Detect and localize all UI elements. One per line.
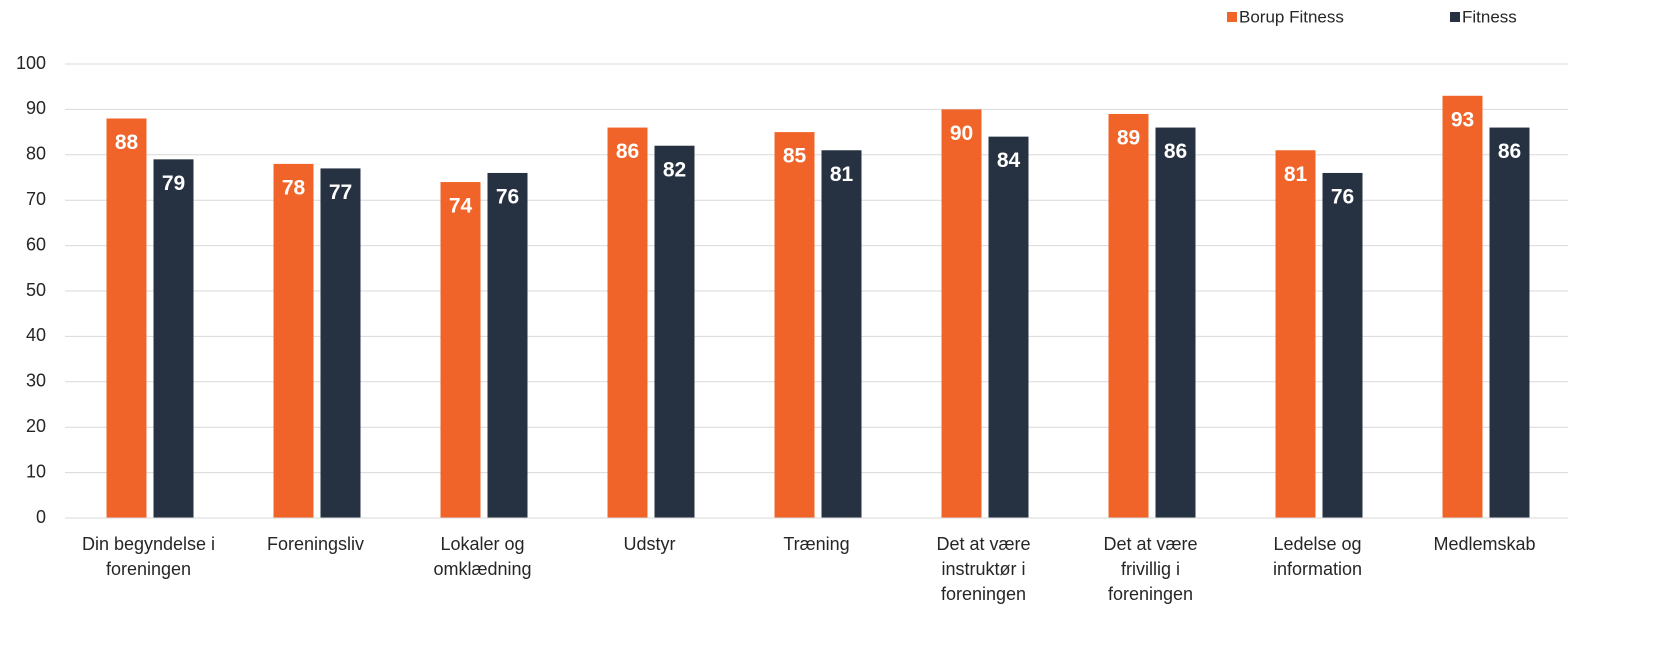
x-tick-label: Din begyndelse i foreningen bbox=[82, 534, 215, 579]
legend-swatch bbox=[1450, 12, 1460, 22]
bar bbox=[1155, 127, 1196, 518]
bar bbox=[774, 132, 815, 518]
x-tick-label: Ledelse og information bbox=[1273, 534, 1362, 579]
bar bbox=[607, 127, 648, 518]
bar bbox=[1275, 150, 1316, 518]
y-tick-label: 70 bbox=[26, 189, 46, 209]
bar bbox=[273, 163, 314, 518]
bar bbox=[1442, 95, 1483, 518]
bar bbox=[106, 118, 147, 518]
data-label: 81 bbox=[1284, 163, 1308, 186]
y-tick-label: 30 bbox=[26, 371, 46, 391]
x-tick-label: Udstyr bbox=[623, 534, 675, 554]
bar bbox=[487, 172, 528, 518]
bar bbox=[320, 168, 361, 519]
bar bbox=[941, 109, 982, 519]
y-tick-label: 60 bbox=[26, 234, 46, 254]
y-tick-label: 40 bbox=[26, 325, 46, 345]
y-tick-label: 10 bbox=[26, 461, 46, 481]
bar bbox=[654, 145, 695, 518]
x-tick-label: Det at være instruktør i foreningen bbox=[936, 534, 1030, 604]
bar bbox=[1489, 127, 1530, 518]
y-tick-label: 90 bbox=[26, 98, 46, 118]
data-label: 84 bbox=[997, 149, 1021, 172]
data-label: 86 bbox=[1164, 140, 1187, 163]
y-tick-label: 80 bbox=[26, 144, 46, 164]
x-tick-label: Lokaler og omklædning bbox=[433, 534, 531, 579]
data-label: 86 bbox=[616, 140, 639, 163]
bar bbox=[1108, 113, 1149, 518]
data-label: 93 bbox=[1451, 108, 1474, 131]
bar bbox=[440, 182, 481, 519]
y-tick-label: 0 bbox=[36, 507, 46, 527]
data-label: 78 bbox=[282, 176, 306, 199]
legend-swatch bbox=[1227, 12, 1237, 22]
data-label: 89 bbox=[1117, 126, 1140, 149]
data-label: 76 bbox=[1331, 186, 1354, 209]
data-label: 76 bbox=[496, 186, 519, 209]
legend-label: Fitness bbox=[1462, 7, 1517, 26]
data-label: 77 bbox=[329, 181, 352, 204]
data-label: 82 bbox=[663, 158, 686, 181]
data-label: 79 bbox=[162, 172, 185, 195]
data-label: 88 bbox=[115, 131, 139, 154]
x-tick-label: Træning bbox=[783, 534, 849, 554]
data-label: 90 bbox=[950, 122, 973, 145]
y-tick-label: 20 bbox=[26, 416, 46, 436]
data-label: 74 bbox=[449, 195, 473, 218]
data-label: 86 bbox=[1498, 140, 1521, 163]
bar bbox=[153, 159, 194, 518]
x-tick-label: Medlemskab bbox=[1433, 534, 1535, 554]
data-label: 81 bbox=[830, 163, 854, 186]
legend-label: Borup Fitness bbox=[1239, 7, 1344, 26]
data-label: 85 bbox=[783, 145, 807, 168]
bar bbox=[988, 136, 1029, 518]
x-tick-label: Det at være frivillig i foreningen bbox=[1103, 534, 1197, 604]
y-tick-label: 100 bbox=[16, 53, 46, 73]
bar bbox=[1322, 172, 1363, 518]
x-tick-label: Foreningsliv bbox=[267, 534, 364, 554]
bar bbox=[821, 150, 862, 518]
y-tick-label: 50 bbox=[26, 280, 46, 300]
